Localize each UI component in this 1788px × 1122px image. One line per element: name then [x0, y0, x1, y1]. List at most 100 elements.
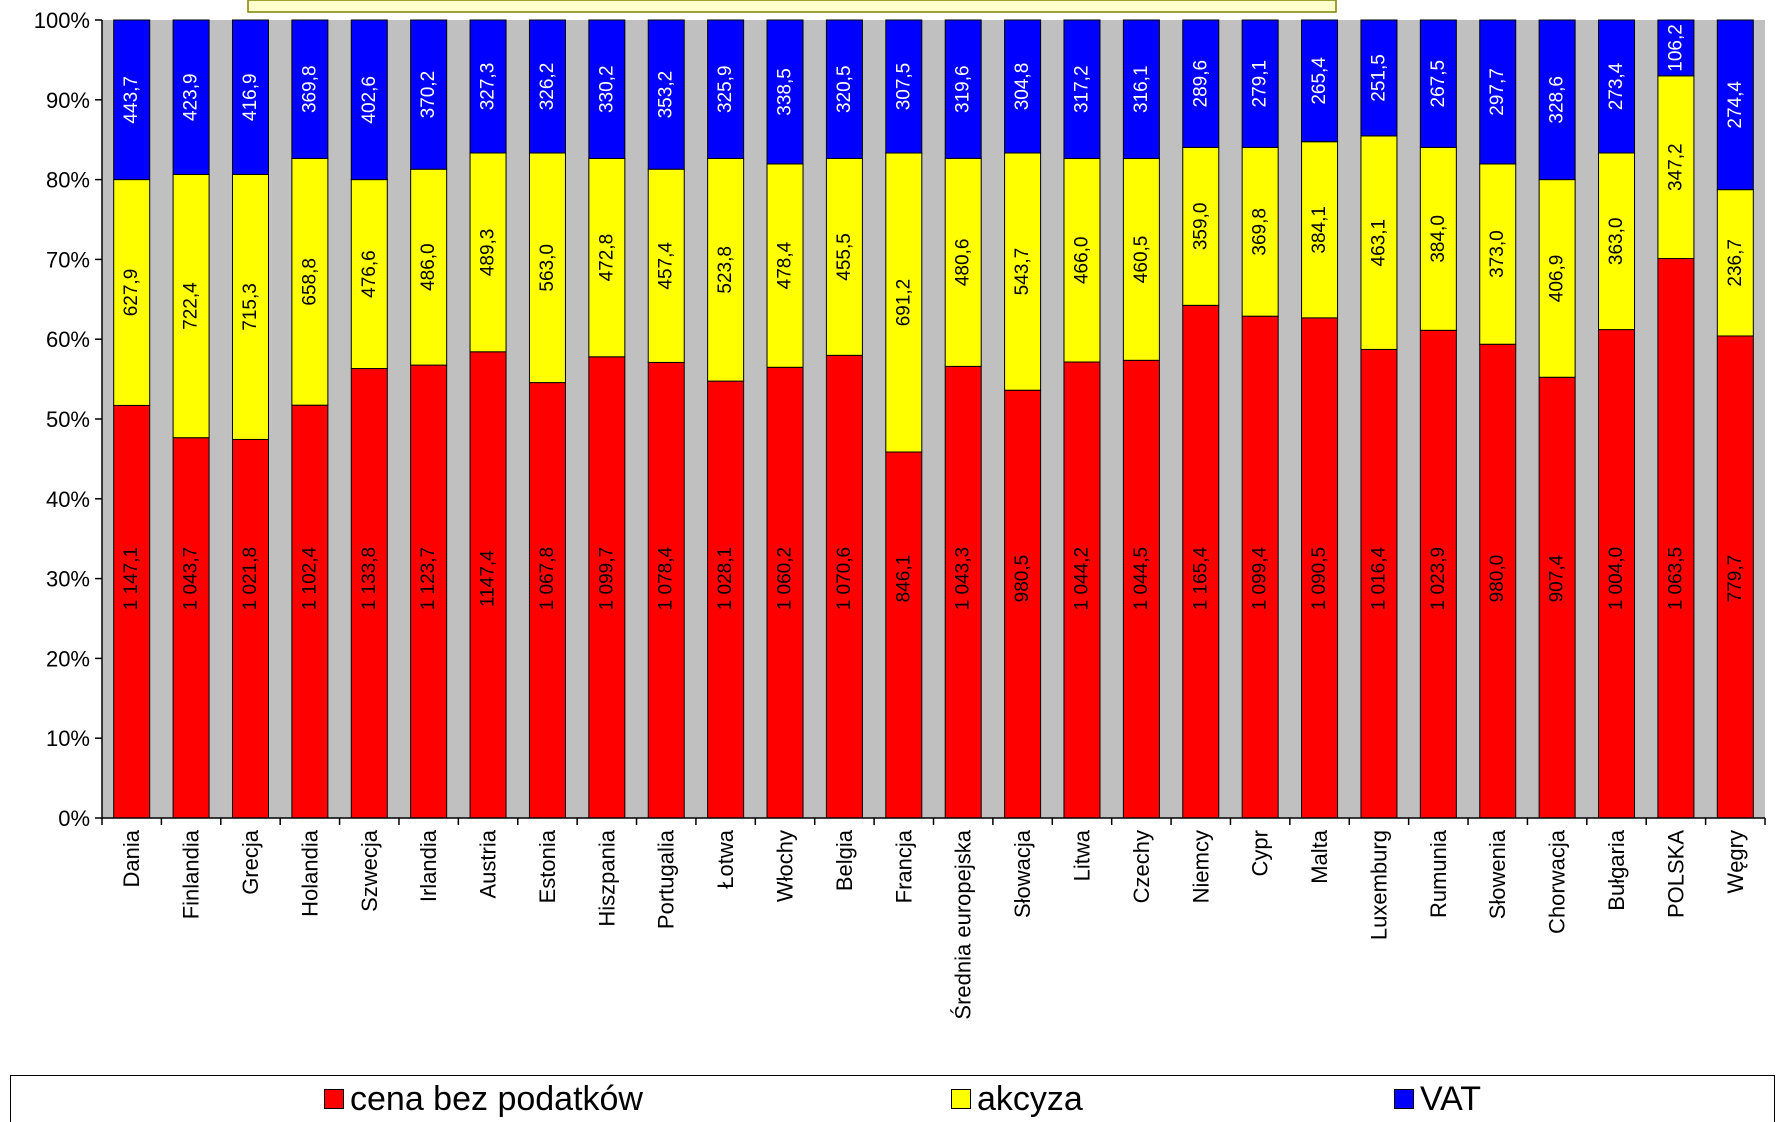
data-label: 779,7 [1725, 555, 1746, 603]
data-label: 327,3 [478, 63, 499, 111]
legend-item-price: cena bez podatków [324, 1079, 643, 1119]
data-label: 907,4 [1547, 554, 1568, 602]
y-tick-label: 100% [34, 8, 90, 33]
data-label: 466,0 [1071, 236, 1092, 284]
data-label: 1 044,5 [1131, 547, 1152, 610]
data-label: 267,5 [1428, 60, 1449, 108]
x-tick-label: Bułgaria [1604, 829, 1629, 910]
stacked-bar-chart: 1 147,1 627,9 443,7 1 043,7 722,4 423,9 1 021,… [34, 0, 1766, 1020]
data-label: 715,3 [240, 283, 261, 331]
data-label: 325,9 [715, 65, 736, 113]
data-label: 279,1 [1250, 60, 1271, 108]
bar-segment [647, 361, 685, 819]
data-label: 370,2 [418, 71, 439, 119]
data-label: 273,4 [1606, 62, 1627, 110]
bar-segment [707, 380, 745, 819]
bar-segment [647, 168, 685, 363]
bar-segment [1538, 19, 1576, 181]
legend-swatch-yellow [951, 1089, 971, 1109]
data-label: 480,6 [953, 239, 974, 287]
x-tick-label: Niemcy [1188, 830, 1213, 903]
bar-segment [1004, 389, 1042, 819]
bar-segment [944, 19, 982, 159]
bar-segment [291, 404, 329, 819]
bar-segment [885, 19, 923, 154]
x-tick-label: Belgia [832, 829, 857, 891]
bar-segment [1182, 19, 1220, 148]
y-tick-label: 50% [46, 407, 90, 432]
bar-segment [231, 438, 269, 819]
bars-layer [113, 19, 1754, 819]
x-tick-label: Łotwa [713, 829, 738, 888]
x-tick-label: Grecja [238, 829, 263, 895]
data-label: 1147,4 [478, 550, 499, 607]
y-tick-label: 90% [46, 88, 90, 113]
bar-segment [231, 19, 269, 175]
bar-segment [1004, 19, 1042, 154]
legend-label-vat: VAT [1420, 1080, 1482, 1118]
y-tick-label: 70% [46, 247, 90, 272]
y-tick-label: 40% [46, 487, 90, 512]
data-label: 347,2 [1665, 143, 1686, 191]
data-label: 265,4 [1309, 57, 1330, 105]
bar-segment [1657, 19, 1695, 77]
data-label: 289,6 [1190, 60, 1211, 108]
legend-swatch-red [324, 1089, 344, 1109]
data-label: 1 133,8 [359, 547, 380, 610]
bar-segment [350, 368, 388, 819]
data-label: 304,8 [1012, 63, 1033, 111]
bar-segment [825, 354, 863, 819]
bar-segment [1598, 152, 1636, 331]
legend-item-vat: VAT [1394, 1079, 1481, 1119]
bar-segment [1538, 376, 1576, 819]
data-label: 353,2 [656, 71, 677, 119]
bar-segment [1241, 315, 1279, 819]
data-label: 384,1 [1309, 206, 1330, 254]
bar-segment [1538, 179, 1576, 378]
bar-segment [231, 173, 269, 440]
bar-segment [885, 152, 923, 453]
data-label: 1 023,9 [1428, 547, 1449, 610]
y-tick-label: 60% [46, 327, 90, 352]
x-tick-label: Szwecja [357, 829, 382, 912]
data-label: 1 063,5 [1665, 547, 1686, 610]
data-label: 373,0 [1487, 230, 1508, 278]
bar-segment [588, 19, 626, 159]
x-tick-label: Dania [119, 829, 144, 887]
bar-segment [1360, 19, 1398, 137]
bar-segment [1598, 329, 1636, 819]
data-label: 846,1 [893, 555, 914, 603]
bar-segment [172, 173, 210, 439]
x-tick-label: Litwa [1069, 829, 1094, 881]
bar-segment [528, 152, 566, 384]
y-tick-label: 10% [46, 726, 90, 751]
x-tick-label: Portugalia [654, 829, 679, 929]
x-tick-label: Holandia [297, 829, 322, 917]
bar-segment [1360, 348, 1398, 819]
data-label: 463,1 [1368, 219, 1389, 267]
bar-segment [766, 163, 804, 368]
bar-segment [1479, 19, 1517, 165]
data-label: 1 060,2 [775, 547, 796, 610]
bar-segment [1063, 361, 1101, 819]
data-label: 363,0 [1606, 218, 1627, 266]
data-label: 1 099,4 [1250, 546, 1271, 610]
x-tick-label: Średnia europejska [951, 829, 976, 1019]
data-label: 319,6 [953, 65, 974, 113]
data-label: 1 044,2 [1071, 547, 1092, 610]
bar-segment [113, 404, 151, 819]
annotation-box [247, 0, 1337, 13]
bar-segment [766, 19, 804, 165]
bar-segment [766, 366, 804, 819]
bar-segment [1301, 141, 1339, 319]
data-label: 478,4 [775, 241, 796, 289]
data-label: 563,0 [537, 244, 558, 292]
x-tick-label: Malta [1307, 829, 1332, 884]
x-tick-label: Austria [476, 829, 501, 898]
bar-segment [825, 158, 863, 356]
data-label: 1 067,8 [537, 547, 558, 610]
bar-segment [1122, 19, 1160, 160]
data-label: 691,2 [893, 279, 914, 327]
x-tick-label: POLSKA [1663, 830, 1688, 918]
bar-segment [469, 19, 507, 154]
